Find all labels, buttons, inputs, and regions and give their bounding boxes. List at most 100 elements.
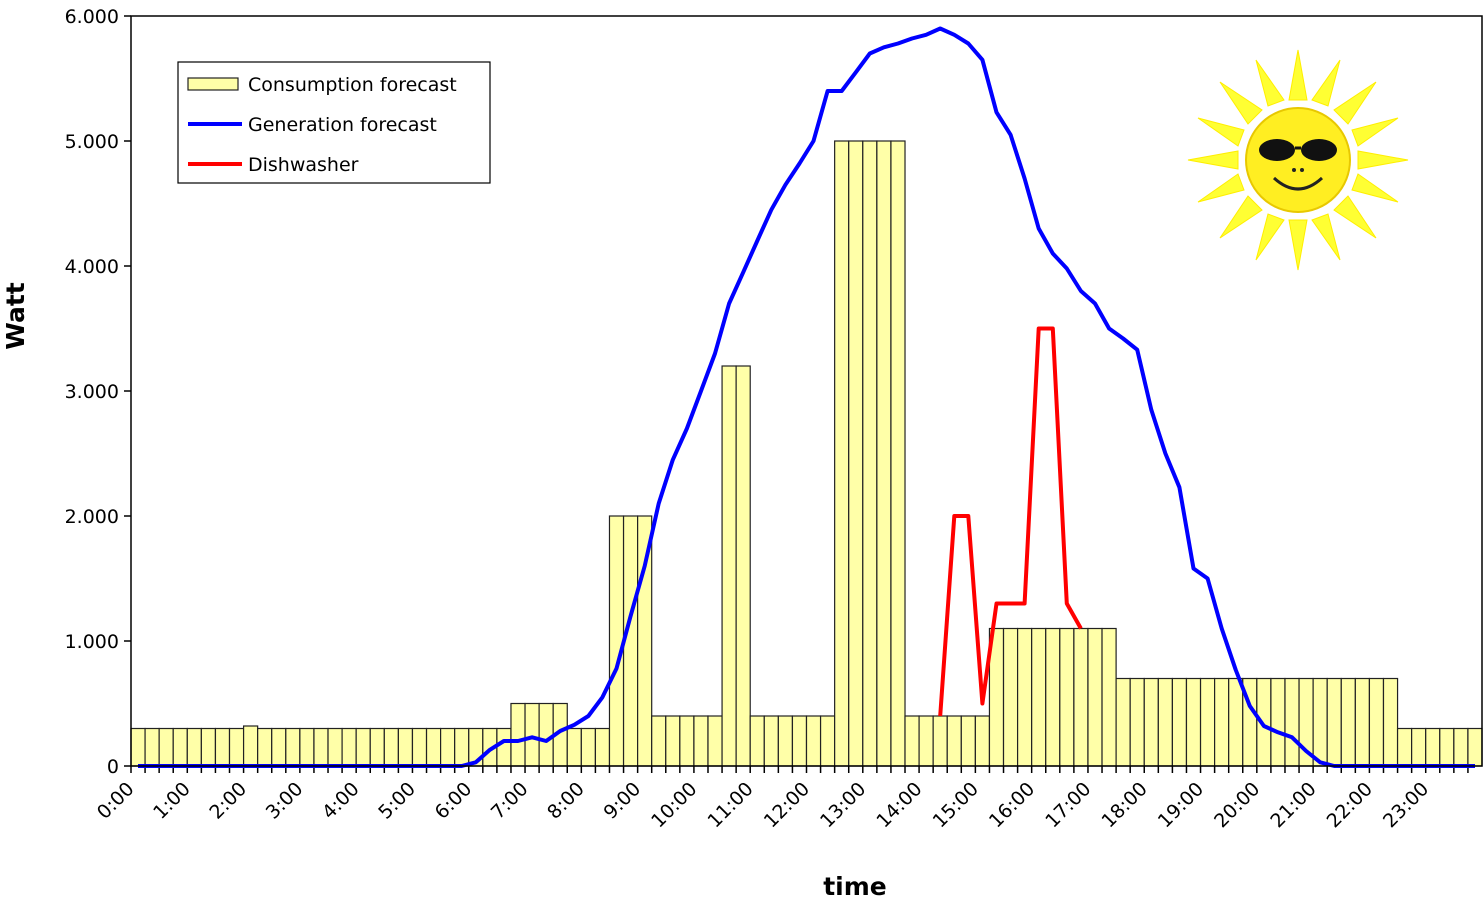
bar — [1129, 677, 1145, 767]
plot-frame — [130, 15, 1483, 767]
bar — [454, 727, 470, 767]
bar — [242, 725, 259, 767]
bar — [341, 727, 357, 767]
bar — [1143, 677, 1159, 767]
bar — [369, 727, 385, 767]
bar — [665, 715, 681, 767]
bar — [819, 715, 836, 767]
bar — [1228, 677, 1244, 767]
bar — [383, 727, 399, 767]
legend-label: Consumption forecast — [248, 74, 457, 96]
x-tick-label: 0:00 — [93, 778, 139, 824]
bar — [862, 140, 878, 767]
bar — [1157, 677, 1173, 767]
bar — [1101, 627, 1117, 767]
bar — [130, 727, 146, 767]
bar — [1199, 677, 1216, 767]
bar — [313, 727, 329, 767]
x-tick-label: 18:00 — [1098, 778, 1152, 832]
bar — [735, 365, 751, 767]
x-tick-label: 16:00 — [985, 778, 1039, 832]
bar — [637, 515, 653, 767]
line-series — [938, 326, 1083, 717]
x-tick-label: 22:00 — [1323, 778, 1377, 832]
bar — [1031, 627, 1047, 767]
y-tick-label: 1.000 — [65, 631, 119, 653]
bar — [214, 727, 231, 767]
bar — [1115, 677, 1131, 767]
bar — [397, 727, 414, 767]
bar — [271, 727, 287, 767]
x-tick-label: 21:00 — [1266, 778, 1320, 832]
bar — [186, 727, 202, 767]
bar — [1284, 677, 1300, 767]
bar — [890, 140, 906, 767]
bar — [1016, 627, 1033, 767]
bar — [1340, 677, 1356, 767]
y-tick-label: 2.000 — [65, 506, 119, 528]
bar — [721, 365, 737, 767]
y-tick-label: 4.000 — [65, 256, 119, 278]
bar — [707, 715, 723, 767]
bar — [257, 727, 273, 767]
x-tick-label: 9:00 — [599, 778, 645, 824]
bar — [904, 715, 920, 767]
bar — [1045, 627, 1061, 767]
x-tick-label: 3:00 — [262, 778, 308, 824]
bar — [763, 715, 779, 767]
bar — [932, 715, 948, 767]
bar — [440, 727, 456, 767]
bar — [1411, 727, 1427, 767]
bar — [791, 715, 808, 767]
x-tick-label: 6:00 — [431, 778, 477, 824]
bar — [524, 702, 540, 767]
x-tick-label: 10:00 — [647, 778, 701, 832]
bar — [974, 715, 991, 767]
y-tick-label: 0 — [107, 756, 119, 778]
bar — [1439, 727, 1455, 767]
bar — [566, 727, 582, 767]
y-tick-label: 5.000 — [65, 131, 119, 153]
x-tick-label: 20:00 — [1210, 778, 1264, 832]
bar — [1326, 677, 1342, 767]
x-tick-label: 4:00 — [318, 778, 364, 824]
bar — [679, 715, 695, 767]
y-axis-title: Watt — [1, 282, 30, 350]
bar — [777, 715, 794, 767]
bar — [876, 140, 892, 767]
bar — [538, 702, 554, 767]
bar — [496, 727, 512, 767]
x-tick-label: 2:00 — [205, 778, 251, 824]
x-tick-label: 12:00 — [760, 778, 814, 832]
bar — [299, 727, 315, 767]
x-tick-label: 19:00 — [1154, 778, 1208, 832]
bar — [1002, 627, 1019, 767]
bar — [510, 702, 526, 767]
bar — [1185, 677, 1202, 767]
legend-swatch — [187, 77, 239, 91]
bar — [327, 727, 343, 767]
bar — [355, 727, 371, 767]
bar — [425, 727, 442, 767]
x-tick-label: 7:00 — [487, 778, 533, 824]
bar — [228, 727, 245, 767]
x-tick-label: 13:00 — [816, 778, 870, 832]
bar — [1312, 677, 1328, 767]
x-tick-label: 14:00 — [872, 778, 926, 832]
legend-label: Generation forecast — [248, 114, 437, 136]
x-tick-label: 11:00 — [703, 778, 757, 832]
bar — [580, 727, 597, 767]
x-tick-label: 17:00 — [1041, 778, 1095, 832]
y-tick-label: 3.000 — [65, 381, 119, 403]
bar — [1171, 677, 1188, 767]
bar — [1382, 677, 1399, 767]
x-axis-title: time — [823, 872, 887, 901]
bar — [608, 515, 625, 767]
bar — [749, 715, 765, 767]
bar — [1453, 727, 1469, 767]
bar — [1368, 677, 1385, 767]
bar — [158, 727, 174, 767]
bar — [144, 727, 160, 767]
bar — [285, 727, 301, 767]
bar — [848, 140, 864, 767]
